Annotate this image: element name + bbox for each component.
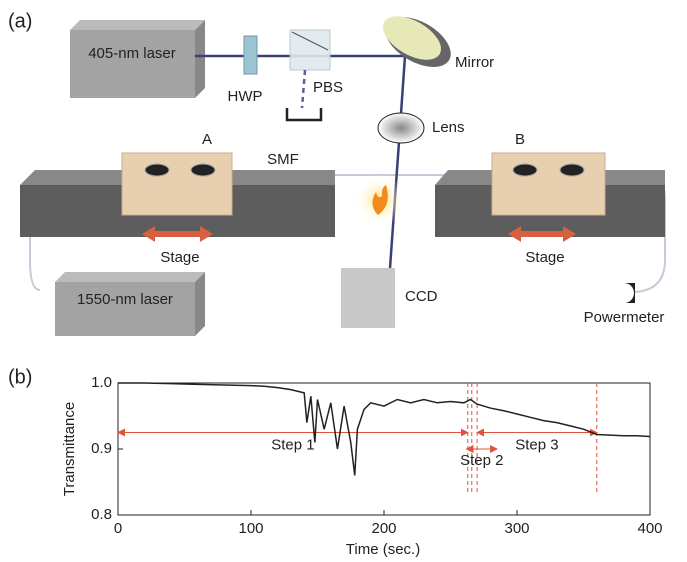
laser-top — [70, 20, 205, 30]
powermeter — [624, 283, 635, 303]
beam-dump — [287, 108, 321, 120]
label: CCD — [405, 288, 438, 305]
panel-label: (a) — [8, 10, 32, 32]
x-tick-label: 100 — [238, 520, 263, 537]
label: Stage — [160, 249, 199, 266]
label: Powermeter — [584, 309, 665, 326]
figure: (a) 405-nm laser HWP PBS Mirror Lens A S… — [0, 0, 687, 562]
hwp — [244, 36, 257, 74]
x-tick-label: 300 — [504, 520, 529, 537]
clamp — [560, 164, 584, 176]
plot-frame — [118, 383, 650, 515]
clamp — [191, 164, 215, 176]
label: Mirror — [455, 54, 494, 71]
panel-label: (b) — [8, 366, 32, 388]
label: A — [202, 131, 212, 148]
lens — [378, 113, 424, 143]
x-tick-label: 200 — [371, 520, 396, 537]
x-tick-label: 0 — [114, 520, 122, 537]
label: 1550-nm laser — [77, 291, 173, 308]
panel-a: (a) 405-nm laser HWP PBS Mirror Lens A S… — [8, 7, 665, 336]
clamp — [513, 164, 537, 176]
reflected-beam — [302, 70, 305, 108]
label: 405-nm laser — [88, 45, 176, 62]
clamp — [145, 164, 169, 176]
block-a — [122, 153, 232, 215]
x-axis-label: Time (sec.) — [346, 541, 420, 558]
laser-side — [195, 272, 205, 336]
pbs — [290, 30, 330, 70]
step-label: Step 3 — [515, 436, 558, 453]
label: B — [515, 131, 525, 148]
label: Stage — [525, 249, 564, 266]
y-tick-label: 0.8 — [91, 506, 112, 523]
laser-top — [55, 272, 205, 282]
data-line — [118, 383, 650, 475]
x-tick-label: 400 — [637, 520, 662, 537]
label: SMF — [267, 151, 299, 168]
laser-side — [195, 20, 205, 98]
block-b — [492, 153, 605, 215]
ccd — [341, 268, 395, 328]
panel-b: (b) Time (sec.) Transmittance — [8, 366, 650, 558]
step-label: Step 1 — [271, 436, 314, 453]
label: HWP — [228, 88, 263, 105]
y-tick-label: 1.0 — [91, 374, 112, 391]
y-tick-label: 0.9 — [91, 440, 112, 457]
label: Lens — [432, 119, 465, 136]
y-axis-label: Transmittance — [61, 402, 78, 496]
laser-405 — [70, 30, 195, 98]
step-label: Step 2 — [460, 452, 503, 469]
label: PBS — [313, 79, 343, 96]
